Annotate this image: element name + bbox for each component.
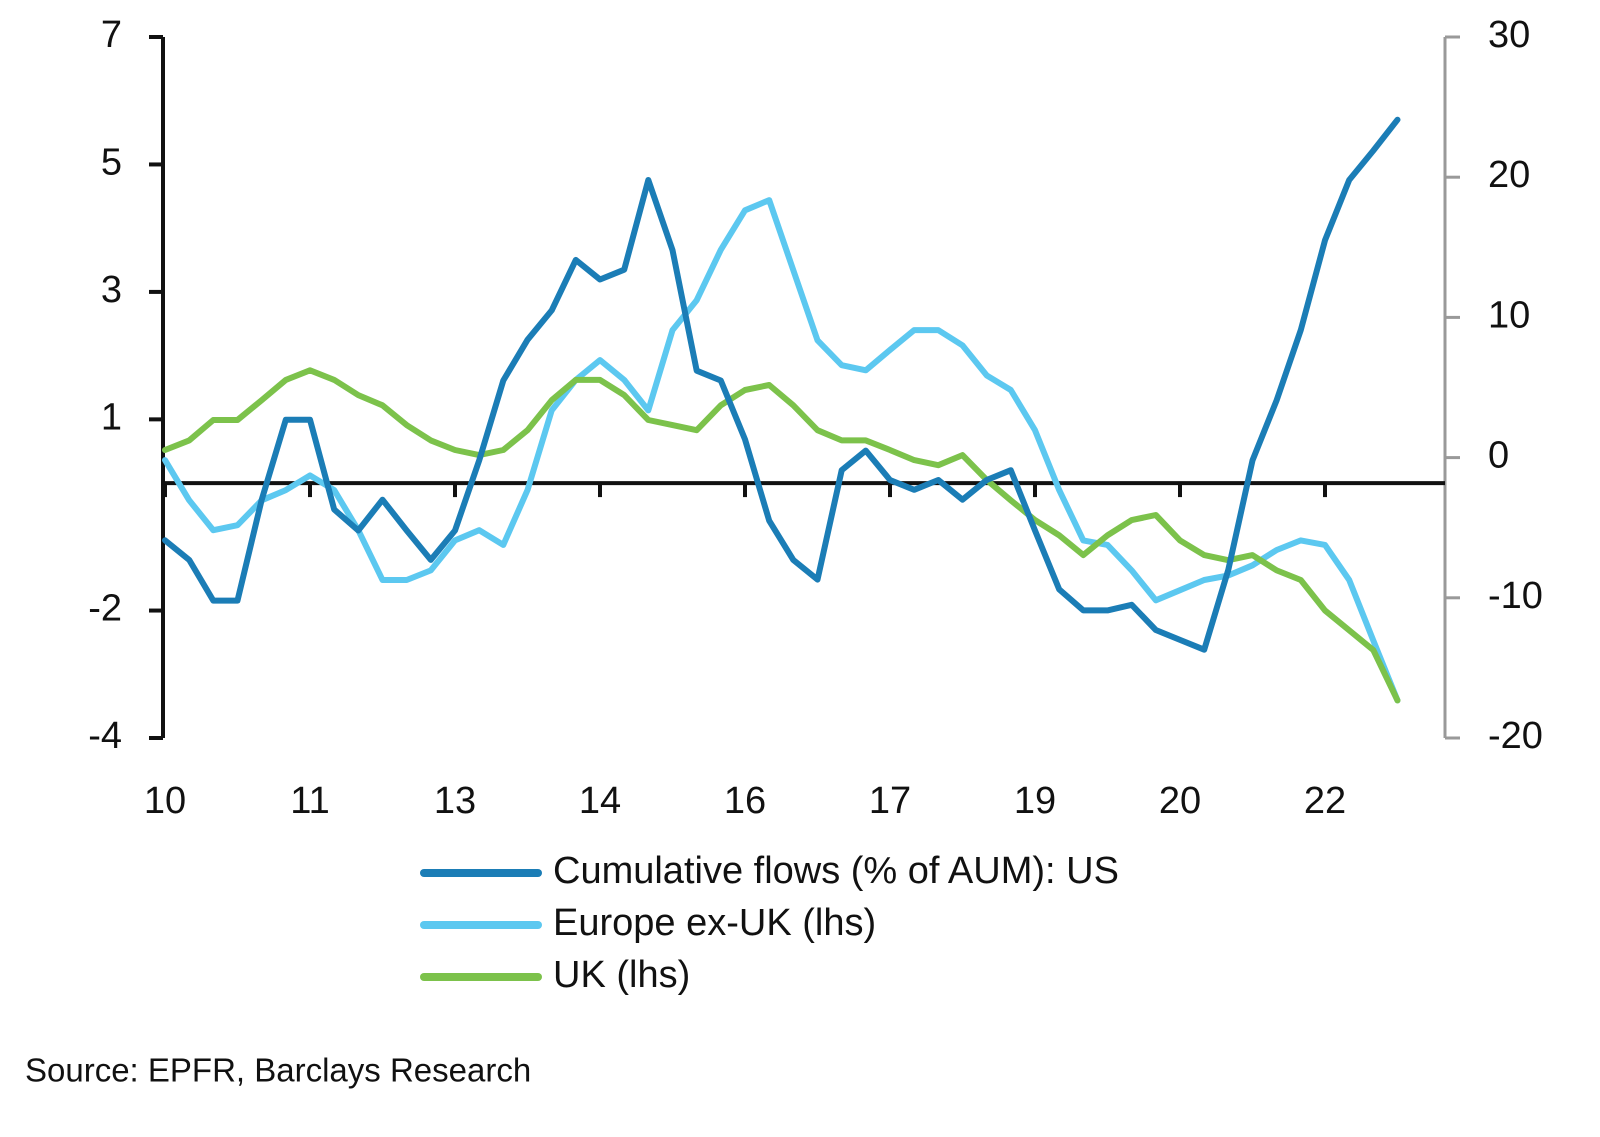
y2-tick-label: -20 [1488, 715, 1543, 757]
y-tick-label: -2 [88, 588, 122, 630]
legend-label: Cumulative flows (% of AUM): US [553, 850, 1119, 892]
legend-label: Europe ex-UK (lhs) [553, 902, 876, 944]
series-line [162, 116, 1401, 653]
y-tick-label: 7 [101, 14, 122, 56]
x-tick-label: 13 [434, 780, 476, 822]
y2-tick-label: 10 [1488, 294, 1530, 336]
y2-tick-label: 30 [1488, 14, 1530, 56]
x-tick-label: 19 [1014, 780, 1056, 822]
x-tick-label: 22 [1304, 780, 1346, 822]
y-tick-label: 1 [101, 396, 122, 438]
series-line [162, 197, 1401, 704]
x-tick-label: 20 [1159, 780, 1201, 822]
y-tick-label: 5 [101, 141, 122, 183]
x-tick-label: 16 [724, 780, 766, 822]
x-tick-label: 14 [579, 780, 621, 822]
source-note: Source: EPFR, Barclays Research [25, 1052, 531, 1089]
y-tick-label: -4 [88, 715, 122, 757]
x-tick-label: 17 [869, 780, 911, 822]
y2-tick-label: 20 [1488, 154, 1530, 196]
x-tick-label: 10 [144, 780, 186, 822]
y2-tick-label: 0 [1488, 435, 1509, 477]
x-tick-label: 11 [290, 780, 329, 822]
legend-label: UK (lhs) [553, 954, 690, 996]
y-tick-label: 3 [101, 269, 122, 311]
y2-tick-label: -10 [1488, 575, 1543, 617]
series-line [162, 367, 1401, 704]
